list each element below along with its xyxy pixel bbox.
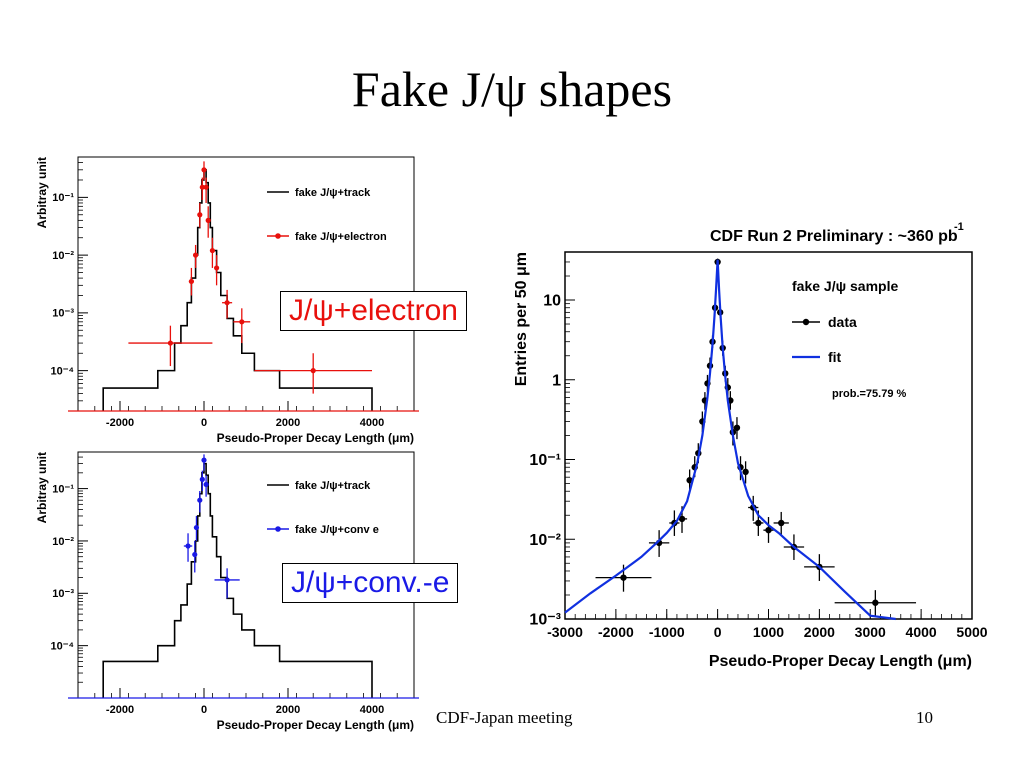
- legend-data-marker: [802, 318, 810, 326]
- y-tick-label: 10⁻⁴: [51, 365, 74, 377]
- y-tick-label: 10⁻²: [52, 250, 74, 262]
- chart-top-left-svg: 10⁻¹ 10⁻² 10⁻³ 10⁻⁴ -2000 0 2000 4000 Pseudo-Pro…: [35, 156, 419, 445]
- x-tick-label: 0: [714, 624, 722, 640]
- data-point: [199, 184, 205, 190]
- y-axis-label: Arbitray unit: [35, 452, 49, 523]
- plot-frame: [564, 251, 973, 620]
- x-axis-label: Pseudo-Proper Decay Length (μm): [709, 653, 972, 670]
- data-point: [733, 424, 741, 431]
- data-point: [205, 217, 211, 223]
- y-axis-label: Entries per 50 μm: [513, 252, 530, 386]
- footer-meeting: CDF-Japan meeting: [436, 708, 573, 727]
- x-tick-label: -2000: [106, 417, 134, 429]
- data-point: [678, 515, 686, 523]
- y-tick-label: 10⁻¹: [52, 483, 74, 495]
- legend-series-marker: [275, 526, 281, 532]
- chart-right: 10 1 10⁻¹ 10⁻² 10⁻³ -3000 -2000 -1000 0 1000 2000 3…: [510, 214, 990, 674]
- data-point: [193, 252, 199, 258]
- y-tick-label: 10: [543, 293, 561, 310]
- series-fit-curve: [564, 259, 896, 621]
- legend-track-label: fake J/ψ+track: [295, 480, 371, 492]
- x-tick-label: -2000: [106, 704, 134, 716]
- data-point: [188, 278, 194, 285]
- data-point: [185, 543, 191, 549]
- x-tick-label: 4000: [906, 624, 937, 640]
- x-tick-label: -3000: [547, 624, 583, 640]
- y-tick-label: 10⁻³: [52, 588, 74, 600]
- x-tick-label: 3000: [855, 624, 886, 640]
- x-tick-label: 0: [201, 417, 207, 429]
- data-point: [199, 476, 205, 482]
- series-track-step: [102, 462, 373, 698]
- y-tick-label: 10⁻¹: [529, 452, 561, 469]
- x-tick-label: 4000: [360, 417, 384, 429]
- legend-series-label: fake J/ψ+conv e: [295, 524, 379, 536]
- x-tick-label: -1000: [649, 624, 685, 640]
- data-point: [201, 457, 207, 463]
- chart-right-svg: 10 1 10⁻¹ 10⁻² 10⁻³-3000 -2000 -1000 0 1000 2000 3…: [513, 221, 988, 670]
- legend-data-label: data: [828, 314, 857, 330]
- data-point: [201, 167, 207, 173]
- y-tick-label: 10⁻²: [52, 536, 74, 548]
- data-point: [197, 212, 203, 218]
- x-tick-label: 4000: [360, 704, 384, 716]
- x-axis-label: Pseudo-Proper Decay Length (μm): [217, 431, 414, 445]
- data-point: [239, 319, 245, 325]
- data-point: [167, 340, 173, 346]
- x-tick-label: 1000: [753, 624, 784, 640]
- y-axis-label: Arbitray unit: [35, 157, 49, 228]
- x-tick-label: 2000: [276, 704, 300, 716]
- x-tick-label: 2000: [804, 624, 835, 640]
- slide-title: Fake J/ψ shapes: [351, 61, 673, 117]
- data-point: [203, 184, 209, 190]
- legend-series-marker: [275, 233, 281, 239]
- data-point: [193, 524, 200, 531]
- y-tick-label: 10⁻³: [52, 308, 74, 320]
- data-point: [197, 497, 203, 503]
- chart-bottom-left-svg: 10⁻¹ 10⁻² 10⁻³ 10⁻⁴ -2000 0 2000 4000 Pseudo-Pro…: [35, 451, 419, 732]
- legend-series-label: fake J/ψ+electron: [295, 231, 387, 243]
- x-tick-label: -2000: [598, 624, 634, 640]
- data-point: [224, 577, 230, 583]
- data-point: [620, 574, 627, 581]
- legend-fit-label: fit: [828, 349, 842, 365]
- y-tick-label: 10⁻¹: [52, 192, 74, 204]
- legend-track-label: fake J/ψ+track: [295, 187, 371, 199]
- data-point: [209, 247, 215, 254]
- chart-title: CDF Run 2 Preliminary : ~360 pb: [710, 228, 958, 245]
- y-tick-label: 10⁻⁴: [51, 640, 74, 652]
- y-tick-label: 10⁻²: [529, 532, 561, 549]
- data-point: [203, 481, 209, 488]
- chart-title-superscript: -1: [954, 221, 964, 233]
- data-point: [224, 300, 230, 306]
- data-point: [214, 265, 220, 271]
- data-point: [742, 468, 749, 476]
- series-track-step: [102, 169, 373, 411]
- callout-electron: J/ψ+electron: [280, 291, 467, 331]
- x-tick-label: 2000: [276, 417, 300, 429]
- data-point: [310, 368, 316, 374]
- data-point: [192, 551, 198, 558]
- x-tick-label: 5000: [956, 624, 987, 640]
- data-point: [765, 526, 772, 534]
- data-point: [872, 599, 879, 606]
- y-tick-label: 10⁻³: [529, 612, 561, 629]
- legend-title: fake J/ψ sample: [792, 278, 898, 294]
- callout-conv: J/ψ+conv.-e: [282, 563, 459, 603]
- x-tick-label: 0: [201, 704, 207, 716]
- fit-probability-annotation: prob.=75.79 %: [832, 388, 907, 400]
- footer-page-number: 10: [916, 708, 933, 727]
- data-point: [778, 519, 785, 527]
- y-tick-label: 1: [552, 372, 561, 389]
- data-point: [755, 519, 762, 527]
- x-axis-label: Pseudo-Proper Decay Length (μm): [217, 718, 414, 732]
